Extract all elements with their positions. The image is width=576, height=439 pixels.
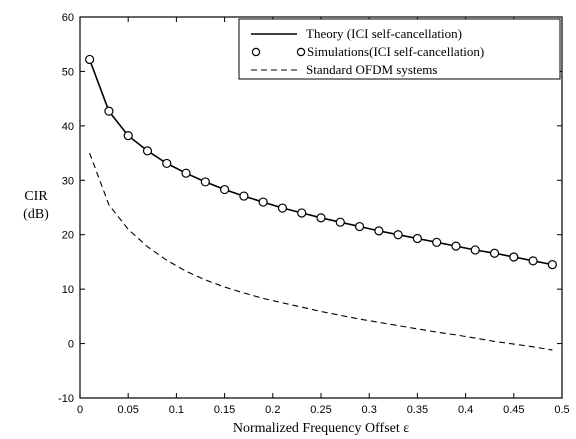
series-standard-ofdm-line bbox=[89, 152, 553, 351]
legend-label-standard: Standard OFDM systems bbox=[306, 62, 437, 77]
x-tick-label: 0.25 bbox=[310, 404, 331, 416]
simulation-point bbox=[297, 208, 307, 218]
simulation-point bbox=[200, 177, 210, 187]
legend-label-theory: Theory (ICI self-cancellation) bbox=[306, 26, 462, 41]
simulation-point bbox=[393, 230, 403, 240]
simulation-point bbox=[354, 221, 365, 232]
series-theory-line bbox=[88, 59, 553, 266]
x-tick-label: 0.35 bbox=[407, 404, 428, 416]
y-tick-label: 40 bbox=[62, 121, 74, 133]
simulation-point bbox=[432, 237, 442, 247]
y-tick-label: -10 bbox=[58, 393, 74, 405]
x-tick-label: 0.3 bbox=[362, 404, 377, 416]
simulation-point bbox=[220, 184, 230, 195]
simulation-point bbox=[451, 241, 461, 251]
simulation-point bbox=[162, 158, 172, 169]
simulation-point bbox=[123, 131, 133, 141]
x-tick-label: 0.5 bbox=[554, 404, 569, 416]
simulation-point bbox=[489, 248, 500, 258]
simulation-point bbox=[335, 217, 345, 227]
x-tick-label: 0.45 bbox=[503, 404, 524, 416]
simulation-point bbox=[316, 213, 326, 223]
simulation-point bbox=[142, 146, 153, 156]
simulation-point bbox=[239, 191, 249, 201]
x-axis-title: Normalized Frequency Offset ε bbox=[233, 421, 409, 436]
legend-label-simulations: Simulations(ICI self-cancellation) bbox=[307, 44, 484, 59]
y-tick-label: 10 bbox=[62, 284, 74, 296]
x-tick-label: 0.1 bbox=[169, 404, 184, 416]
y-tick-label: 50 bbox=[62, 66, 74, 78]
y-tick-label: 60 bbox=[62, 12, 74, 24]
legend-swatch-simulation-marker-left bbox=[251, 47, 261, 57]
x-tick-label: 0.2 bbox=[265, 404, 280, 416]
simulation-point bbox=[509, 252, 519, 262]
simulation-point bbox=[412, 233, 422, 244]
simulation-point bbox=[258, 197, 268, 207]
simulation-point bbox=[85, 54, 95, 65]
y-axis-title-line-1: CIR bbox=[24, 189, 48, 204]
legend: Theory (ICI self-cancellation) Simulatio… bbox=[238, 18, 561, 80]
simulation-point bbox=[547, 260, 557, 270]
x-axis-ticks: 0 0.05 0.1 0.15 0.2 0.25 0.3 0.35 0.4 0.45 0.5 bbox=[77, 17, 570, 416]
simulation-point bbox=[104, 106, 114, 116]
x-tick-label: 0 bbox=[77, 404, 83, 416]
y-axis-title-line-2: (dB) bbox=[23, 207, 49, 222]
x-tick-label: 0.05 bbox=[117, 404, 138, 416]
x-tick-label: 0.4 bbox=[458, 404, 473, 416]
legend-box bbox=[238, 18, 561, 80]
simulation-point bbox=[181, 168, 191, 178]
simulation-point bbox=[374, 226, 384, 236]
simulation-point bbox=[528, 256, 538, 266]
simulation-point bbox=[277, 203, 288, 213]
y-axis-ticks: -10 0 10 20 30 40 50 60 bbox=[58, 12, 562, 405]
simulation-point bbox=[470, 245, 480, 255]
legend-swatch-simulation-marker-right bbox=[296, 47, 306, 57]
series-layer bbox=[85, 54, 557, 351]
y-tick-label: 20 bbox=[62, 230, 74, 242]
y-tick-label: 30 bbox=[62, 175, 74, 187]
x-tick-label: 0.15 bbox=[214, 404, 235, 416]
y-tick-label: 0 bbox=[68, 339, 74, 351]
